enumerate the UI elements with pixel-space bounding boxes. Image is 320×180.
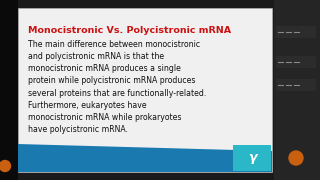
Text: Monocistronic Vs. Polycistronic mRNA: Monocistronic Vs. Polycistronic mRNA (28, 26, 231, 35)
Bar (0, 0, 18, 180)
Bar (274, 0, 320, 180)
Bar (276, 79, 316, 91)
Text: The main difference between monocistronic
and polycistronic mRNA is that the
mon: The main difference between monocistroni… (28, 40, 206, 134)
Circle shape (0, 161, 11, 172)
Bar (276, 56, 316, 68)
Polygon shape (18, 144, 272, 172)
Bar (276, 26, 316, 38)
Bar (233, 145, 271, 171)
Text: γ: γ (248, 152, 256, 165)
Bar (18, 8, 272, 172)
Bar (272, 0, 320, 180)
Circle shape (289, 151, 303, 165)
